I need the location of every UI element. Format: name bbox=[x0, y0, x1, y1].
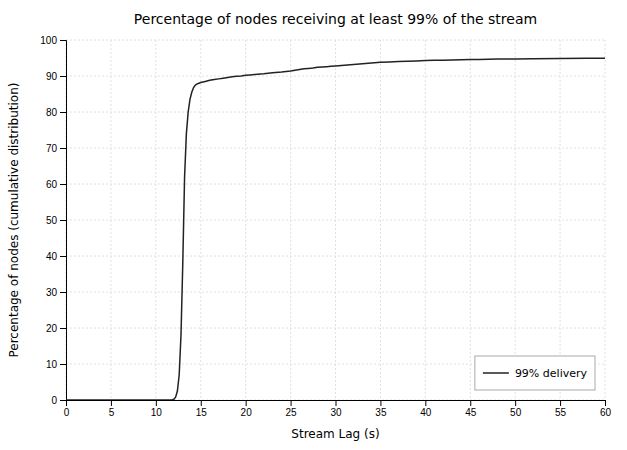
x-tick-label: 20 bbox=[241, 407, 253, 418]
x-tick: 10 bbox=[151, 400, 163, 418]
legend-box bbox=[475, 356, 595, 390]
x-tick: 40 bbox=[420, 400, 432, 418]
x-tick: 50 bbox=[510, 400, 522, 418]
x-tick-mark bbox=[336, 400, 337, 406]
grid-line-y bbox=[66, 256, 605, 257]
x-tick-label: 55 bbox=[555, 407, 567, 418]
y-tick: 100 bbox=[40, 35, 66, 46]
title: Percentage of nodes receiving at least 9… bbox=[134, 11, 537, 27]
y-tick-mark bbox=[60, 40, 66, 41]
y-tick: 0 bbox=[51, 395, 66, 406]
y-tick: 50 bbox=[46, 215, 66, 226]
y-tick-mark bbox=[60, 364, 66, 365]
y-tick-label: 20 bbox=[46, 323, 58, 334]
x-tick-label: 5 bbox=[109, 407, 115, 418]
x-tick: 35 bbox=[375, 400, 387, 418]
plot: 0 5 10 15 20 25 30 35 40 45 50 55 60 0 10 20 30 40 50 60 70 8… bbox=[40, 35, 611, 418]
y-tick-mark bbox=[60, 76, 66, 77]
y-tick-label: 100 bbox=[40, 35, 57, 46]
y-tick-label: 90 bbox=[46, 71, 58, 82]
x-tick-label: 25 bbox=[286, 407, 298, 418]
grid-line-x bbox=[200, 40, 201, 400]
y-tick: 80 bbox=[46, 107, 66, 118]
x-tick: 15 bbox=[196, 400, 208, 418]
marks bbox=[66, 58, 605, 400]
x-tick-mark bbox=[470, 400, 471, 406]
chart: 0 5 10 15 20 25 30 35 40 45 50 55 60 0 10 20 30 40 50 60 70 8… bbox=[0, 0, 627, 450]
y-tick-mark bbox=[60, 400, 66, 401]
y-tick: 60 bbox=[46, 179, 66, 190]
x-tick-label: 35 bbox=[375, 407, 387, 418]
x-tick: 25 bbox=[286, 400, 298, 418]
x-axis: 0 5 10 15 20 25 30 35 40 45 50 55 60 bbox=[64, 400, 612, 418]
y-tick-mark bbox=[60, 184, 66, 185]
x-tick-mark bbox=[605, 400, 606, 406]
y-tick-mark bbox=[60, 220, 66, 221]
y-tick-label: 80 bbox=[46, 107, 58, 118]
y-axis-line bbox=[60, 41, 67, 401]
x-tick-mark bbox=[425, 400, 426, 406]
x-tick-mark bbox=[515, 400, 516, 406]
x-tick-mark bbox=[111, 400, 112, 406]
y-tick-label: 60 bbox=[46, 179, 58, 190]
x-tick-mark bbox=[380, 400, 381, 406]
x-tick-label: 10 bbox=[151, 407, 163, 418]
x-tick: 20 bbox=[241, 400, 253, 418]
y-tick-label: 30 bbox=[46, 287, 58, 298]
x-tick-label: 0 bbox=[64, 407, 70, 418]
y-tick-label: 10 bbox=[46, 359, 58, 370]
y-tick: 70 bbox=[46, 143, 66, 154]
grid-line-x bbox=[425, 40, 426, 400]
y-tick: 30 bbox=[46, 287, 66, 298]
x-tick: 5 bbox=[109, 400, 115, 418]
y-tick-label: 0 bbox=[51, 395, 57, 406]
line bbox=[66, 58, 605, 400]
grid-line-y bbox=[66, 76, 605, 77]
x-tick-mark bbox=[156, 400, 157, 406]
x-tick-label: 45 bbox=[465, 407, 477, 418]
x-tick: 45 bbox=[465, 400, 477, 418]
legend: 99% delivery bbox=[475, 356, 595, 390]
y-tick-mark bbox=[60, 148, 66, 149]
legend-label: 99% delivery bbox=[515, 367, 588, 380]
x-tick-label: 30 bbox=[330, 407, 342, 418]
y-tick: 90 bbox=[46, 71, 66, 82]
grid-line-y bbox=[66, 40, 605, 41]
grid bbox=[66, 40, 605, 400]
y-tick-mark bbox=[60, 328, 66, 329]
grid-line-y bbox=[66, 292, 605, 293]
y-tick-label: 50 bbox=[46, 215, 58, 226]
grid-line-y bbox=[66, 328, 605, 329]
y-tick-mark bbox=[60, 112, 66, 113]
x-tick: 55 bbox=[555, 400, 567, 418]
y-tick-label: 70 bbox=[46, 143, 58, 154]
grid-line-y bbox=[66, 220, 605, 221]
grid-line-y bbox=[66, 148, 605, 149]
grid-line-y bbox=[66, 112, 605, 113]
x-axis-title: Stream Lag (s) bbox=[291, 427, 379, 441]
y-tick: 20 bbox=[46, 323, 66, 334]
grid-line-y bbox=[66, 184, 605, 185]
y-tick-mark bbox=[60, 292, 66, 293]
x-tick: 60 bbox=[600, 400, 612, 418]
x-tick-label: 50 bbox=[510, 407, 522, 418]
y-tick-label: 40 bbox=[46, 251, 58, 262]
x-tick: 0 bbox=[64, 400, 70, 418]
x-tick-mark bbox=[560, 400, 561, 406]
grid-line-x bbox=[380, 40, 381, 400]
y-axis: 0 10 20 30 40 50 60 70 80 90 100 bbox=[40, 35, 66, 406]
legend-swatch bbox=[483, 372, 509, 374]
y-tick-mark bbox=[60, 256, 66, 257]
y-tick: 10 bbox=[46, 359, 66, 370]
x-tick-mark bbox=[201, 400, 202, 406]
x-tick-mark bbox=[246, 400, 247, 406]
x-tick: 30 bbox=[330, 400, 342, 418]
x-tick-mark bbox=[291, 400, 292, 406]
x-tick-label: 15 bbox=[196, 407, 208, 418]
y-tick: 40 bbox=[46, 251, 66, 262]
x-tick-label: 60 bbox=[600, 407, 612, 418]
x-tick-label: 40 bbox=[420, 407, 432, 418]
x-axis-line bbox=[67, 401, 606, 407]
y-axis-title: Percentage of nodes (cumulative distribu… bbox=[7, 83, 21, 358]
